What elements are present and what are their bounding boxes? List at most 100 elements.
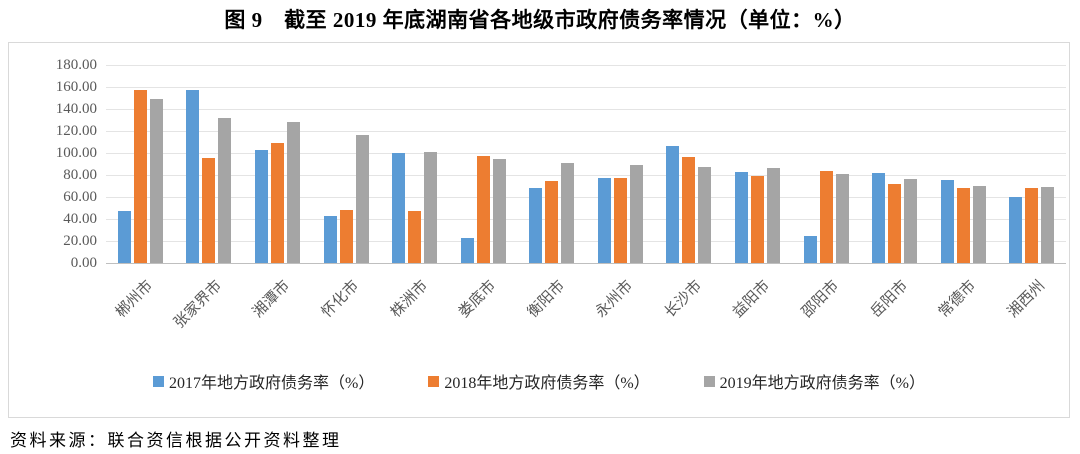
x-axis-tick-label: 郴州市 xyxy=(113,277,157,321)
bar-group xyxy=(243,65,312,263)
bar-series-0 xyxy=(186,90,200,263)
bar-group xyxy=(723,65,792,263)
bar-series-1 xyxy=(613,177,627,263)
bar-group xyxy=(517,65,586,263)
gridline xyxy=(106,153,1066,154)
gridline xyxy=(106,131,1066,132)
y-axis-tick-label: 40.00 xyxy=(63,211,97,227)
bar-series-2 xyxy=(629,164,643,263)
bar-series-2 xyxy=(492,158,506,263)
y-axis-tick-label: 0.00 xyxy=(70,255,97,271)
bar-series-1 xyxy=(545,181,559,263)
bar-series-2 xyxy=(1041,186,1055,263)
x-axis-tick-label: 常德市 xyxy=(936,277,980,321)
x-axis-tick-label: 怀化市 xyxy=(318,277,363,321)
legend-swatch-icon xyxy=(152,375,164,387)
bar-series-2 xyxy=(972,186,986,263)
y-axis-tick-label: 180.00 xyxy=(55,57,97,73)
bar-group xyxy=(586,65,655,263)
legend-item-2: 2019年地方政府债务率（%） xyxy=(703,369,926,393)
bar-series-0 xyxy=(254,150,268,263)
bar-group xyxy=(998,65,1067,263)
gridline xyxy=(106,197,1066,198)
x-axis: 郴州市 张家界市 湘潭市 怀化市 株洲市 娄底市 衡阳市 永州市 长沙市 益阳市 邵阳市 岳阳市 常德市… xyxy=(106,263,1066,368)
bar-series-2 xyxy=(355,135,369,263)
y-axis-tick-label: 20.00 xyxy=(63,233,97,249)
bar-series-0 xyxy=(392,153,406,263)
bar-series-1 xyxy=(750,176,764,263)
x-axis-tick-label: 岳阳市 xyxy=(867,277,911,321)
bar-series-2 xyxy=(218,117,232,263)
bar-series-0 xyxy=(666,145,680,263)
y-axis-tick-label: 80.00 xyxy=(63,167,97,183)
legend-item-1: 2018年地方政府债务率（%） xyxy=(428,369,650,393)
x-axis-tick-label: 湘西州 xyxy=(1004,277,1048,321)
bar-series-0 xyxy=(803,236,817,263)
bar-group xyxy=(380,65,449,263)
bar-series-1 xyxy=(476,155,490,263)
y-axis-tick-label: 60.00 xyxy=(63,189,97,205)
bar-series-2 xyxy=(286,122,300,263)
bar-series-0 xyxy=(460,238,474,263)
gridline xyxy=(106,65,1066,66)
bar-group xyxy=(106,65,175,263)
x-axis-tick-label: 邵阳市 xyxy=(798,277,843,321)
x-axis-tick-label: 衡阳市 xyxy=(524,277,568,321)
bar-series-1 xyxy=(270,143,284,263)
bar-series-1 xyxy=(408,211,422,263)
y-axis-tick-label: 160.00 xyxy=(55,79,97,95)
bar-series-1 xyxy=(819,170,833,263)
bar-series-1 xyxy=(202,157,216,263)
bar-series-2 xyxy=(149,98,163,263)
legend-label: 2017年地方政府债务率（%） xyxy=(168,375,375,392)
gridline xyxy=(106,109,1066,110)
bar-series-0 xyxy=(117,210,131,263)
x-axis-tick-label: 益阳市 xyxy=(730,277,774,321)
bar-series-0 xyxy=(597,178,611,263)
bar-series-2 xyxy=(835,173,849,263)
x-axis-tick-label: 永州市 xyxy=(593,277,637,321)
bar-series-0 xyxy=(734,171,748,263)
gridline xyxy=(106,219,1066,220)
bar-series-0 xyxy=(529,187,543,263)
bar-group xyxy=(655,65,724,263)
bar-group xyxy=(929,65,998,263)
bar-series-2 xyxy=(424,152,438,263)
y-axis-tick-label: 100.00 xyxy=(55,145,97,161)
chart-frame: 180.00 160.00 140.00 120.00 100.00 80.00 60.00… xyxy=(8,42,1070,418)
legend-swatch-icon xyxy=(703,375,715,387)
bar-series-2 xyxy=(766,168,780,263)
legend-item-0: 2017年地方政府债务率（%） xyxy=(152,369,375,393)
bar-group xyxy=(860,65,929,263)
bar-series-1 xyxy=(682,157,696,263)
y-axis-tick-label: 140.00 xyxy=(55,101,97,117)
legend: 2017年地方政府债务率（%） 2018年地方政府债务率（%） 2019年地方政府债… xyxy=(9,369,1069,393)
legend-swatch-icon xyxy=(428,375,440,387)
bar-group xyxy=(312,65,381,263)
bar-group xyxy=(175,65,244,263)
x-axis-tick-label: 长沙市 xyxy=(661,277,706,321)
bar-series-0 xyxy=(323,216,337,263)
gridline xyxy=(106,241,1066,242)
x-axis-tick-label: 株洲市 xyxy=(387,277,431,321)
bar-series-0 xyxy=(1009,197,1023,263)
source-note: 资料来源：联合资信根据公开资料整理 xyxy=(10,431,342,450)
bar-series-1 xyxy=(888,184,902,263)
bar-series-1 xyxy=(1025,188,1039,263)
legend-label: 2018年地方政府债务率（%） xyxy=(444,375,650,392)
bar-group xyxy=(449,65,518,263)
plot-area xyxy=(106,65,1066,264)
bars xyxy=(106,65,1066,263)
gridline xyxy=(106,175,1066,176)
gridline xyxy=(106,87,1066,88)
chart-title: 图 9 截至 2019 年底湖南省各地级市政府债务率情况（单位：%） xyxy=(224,8,856,32)
x-axis-tick-label: 湘潭市 xyxy=(250,277,294,321)
y-axis: 180.00 160.00 140.00 120.00 100.00 80.00 60.00… xyxy=(9,43,97,417)
legend-label: 2019年地方政府债务率（%） xyxy=(719,375,926,392)
x-axis-line xyxy=(106,263,1066,264)
bar-series-2 xyxy=(904,178,918,263)
x-axis-tick-label: 张家界市 xyxy=(171,277,226,332)
bar-series-2 xyxy=(698,166,712,263)
bar-series-0 xyxy=(940,179,954,263)
